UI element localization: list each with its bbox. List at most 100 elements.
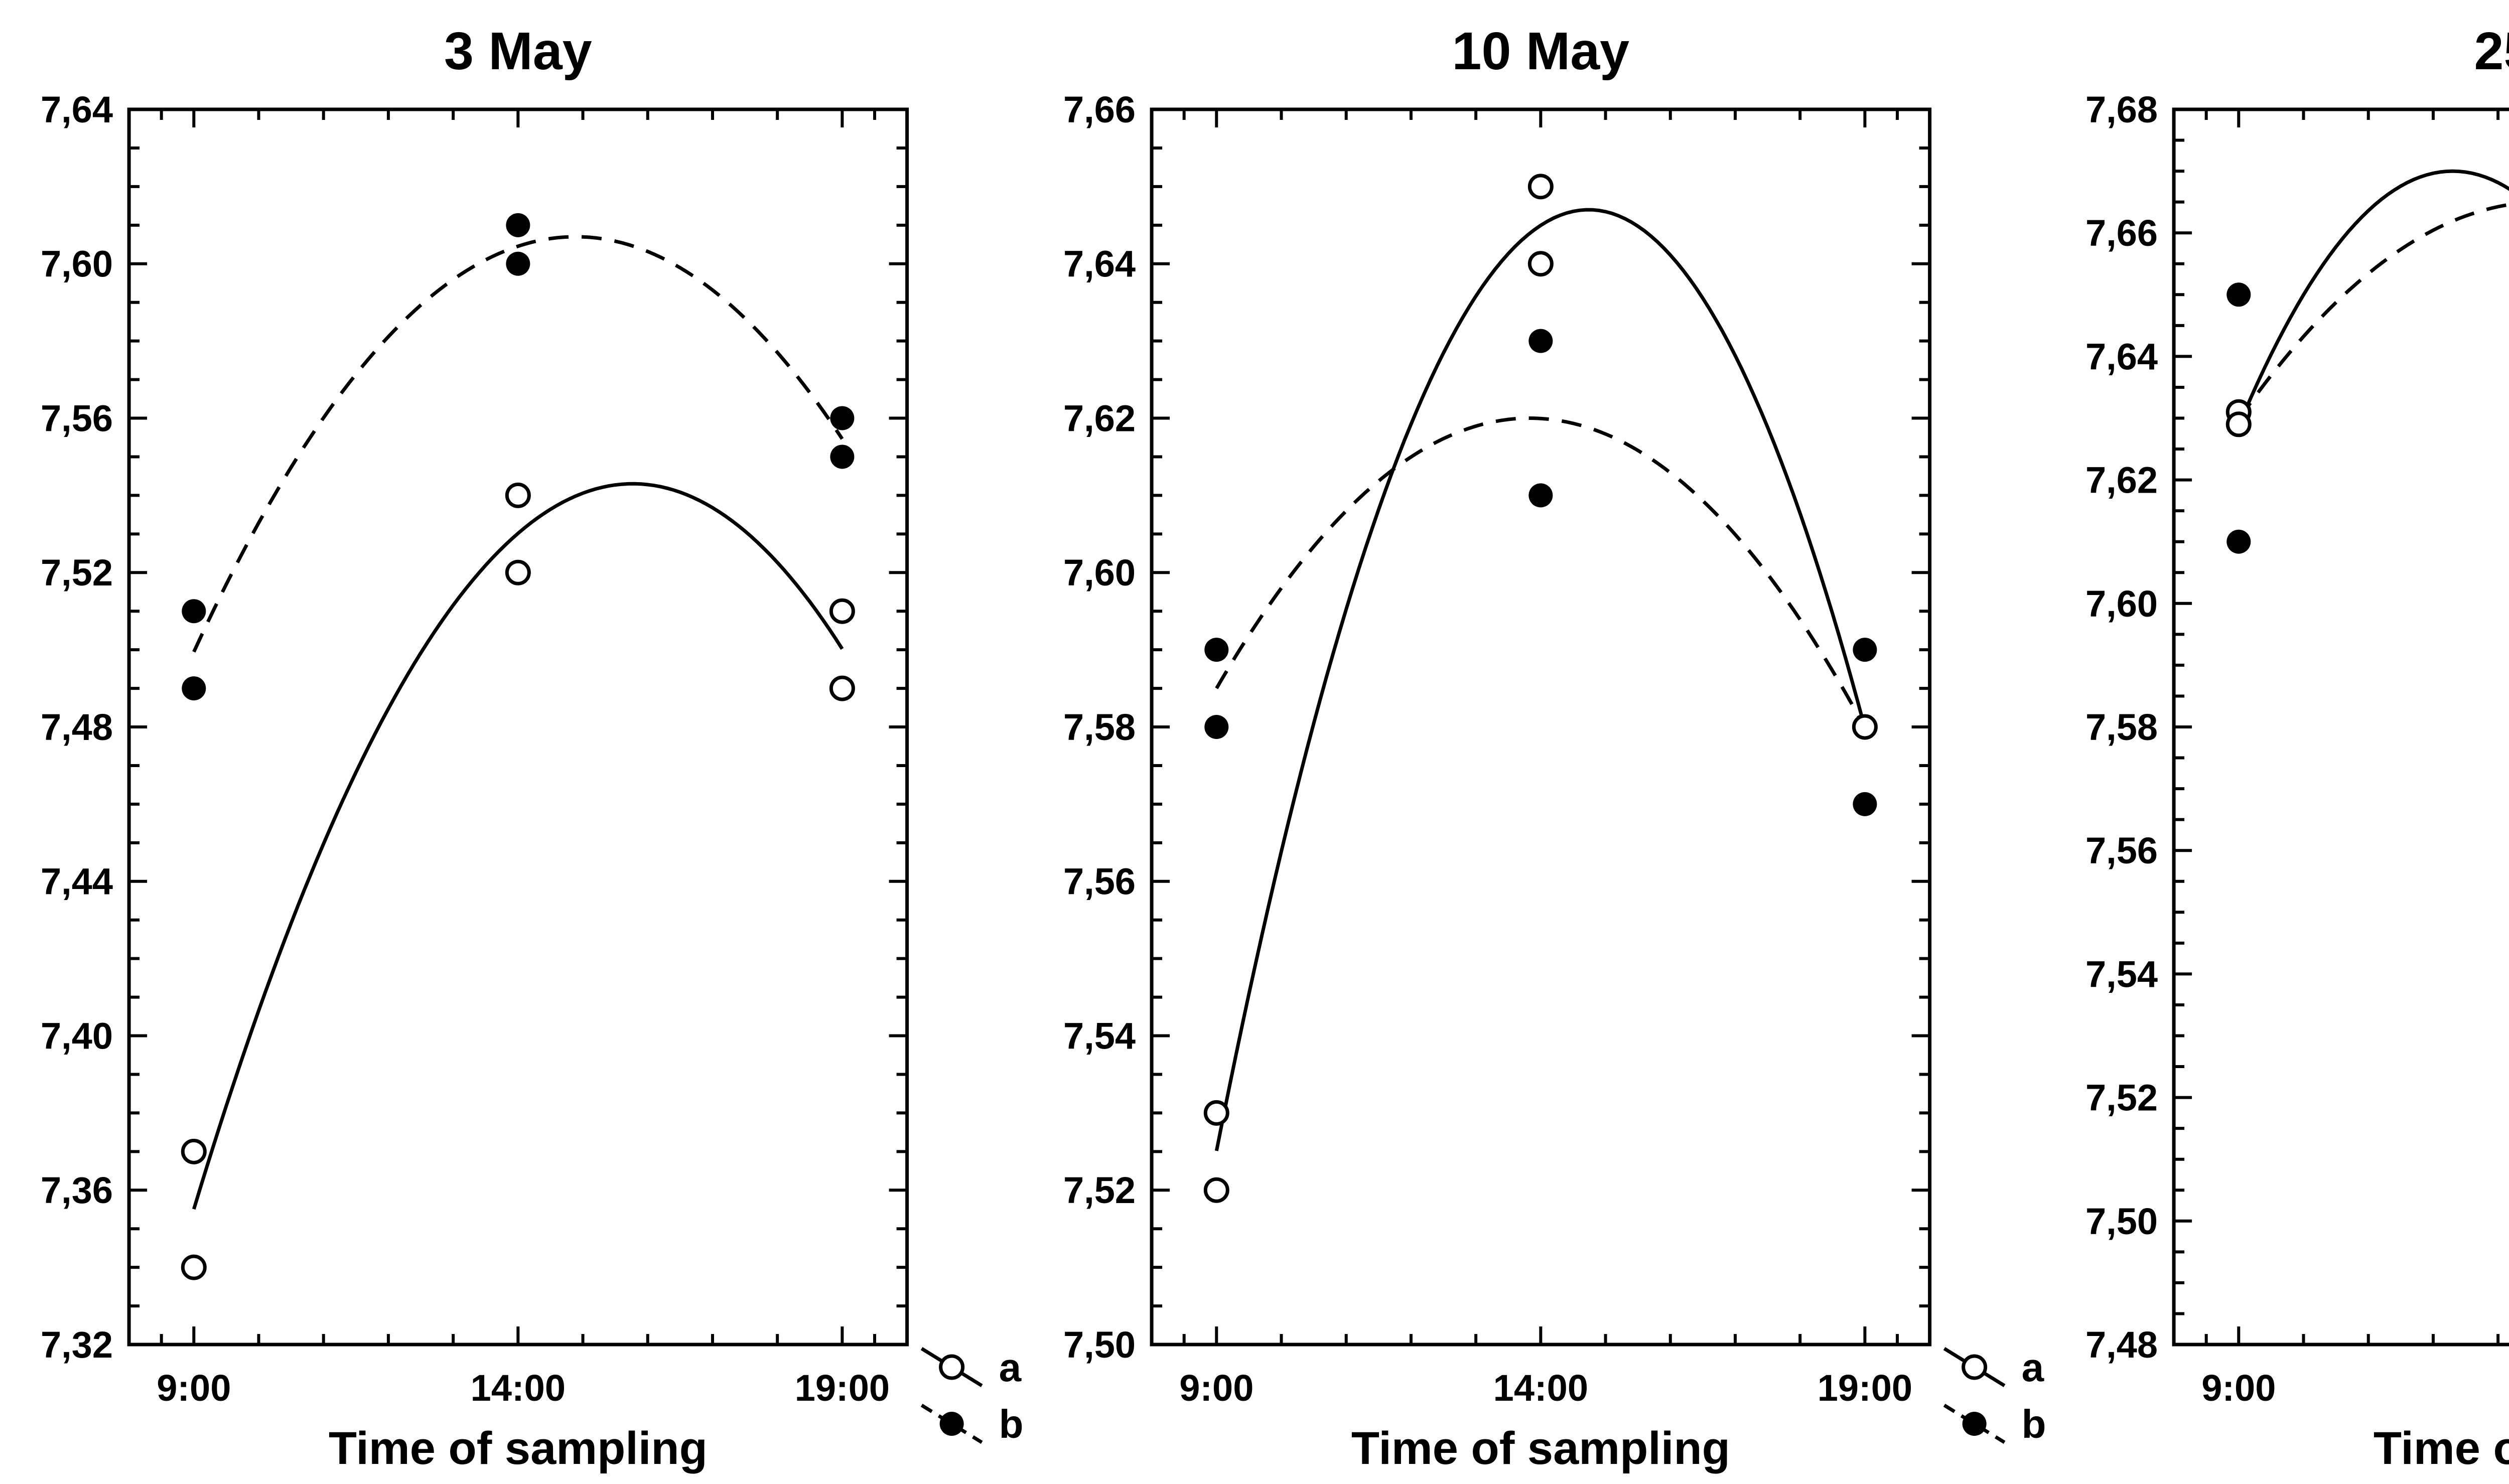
x-axis-label: Time of sampling [1351, 1423, 1730, 1474]
series-a-points [181, 482, 855, 1280]
data-point-open-circle [1852, 714, 1878, 740]
data-point-filled-circle [506, 251, 530, 276]
x-tick-label: 9:00 [157, 1367, 231, 1409]
data-point-filled-circle [1853, 792, 1877, 816]
data-point-filled-circle [506, 213, 530, 237]
x-axis-label: Time of sampling [329, 1423, 708, 1474]
y-tick-label: 7,66 [1063, 89, 1136, 130]
legend-line-dashed [1943, 1404, 2006, 1444]
data-point-filled-circle [1204, 715, 1228, 739]
plot-25-may: 25 May 7,68 7,66 7,64 7,62 7,60 7,58 7,56 7,54 7,… [2085, 22, 2509, 1474]
y-tick-label: 7,32 [41, 1324, 113, 1366]
fit-curve-a [1214, 208, 1867, 1151]
legend-open-circle-icon [1961, 1354, 1987, 1380]
data-point-open-circle [1203, 1177, 1229, 1203]
legend-label: b [2021, 1402, 2046, 1446]
fit-curve-b [192, 235, 844, 653]
y-tick-label: 7,60 [41, 243, 113, 285]
axis-ticks [129, 108, 907, 1346]
fit-curve-a [2237, 169, 2509, 427]
y-tick-label: 7,40 [41, 1015, 113, 1057]
y-tick-label: 7,44 [41, 861, 113, 903]
y-tick-label: 7,64 [2085, 336, 2158, 377]
y-tick-label: 7,36 [41, 1169, 113, 1211]
data-point-filled-circle [1204, 638, 1228, 662]
data-point-filled-circle [1528, 483, 1553, 508]
y-tick-label: 7,54 [1063, 1015, 1136, 1057]
legend-open-circle-icon [939, 1354, 965, 1380]
panel-title: 25 May [2474, 22, 2509, 81]
data-point-filled-circle [2226, 529, 2251, 554]
y-tick-label: 7,56 [41, 398, 113, 439]
data-point-open-circle [1203, 1100, 1229, 1126]
series-b-points [182, 213, 855, 701]
y-tick-label: 7,62 [2085, 460, 2158, 501]
legend-label: a [2021, 1345, 2044, 1390]
legend-label: a [999, 1345, 1022, 1390]
chart-panel-3-may: 3 May 7,64 7,60 7,56 7,52 7,48 7,44 7,40 7,36 7,3… [0, 0, 1024, 1484]
chart-panel-25-may: 25 May 7,68 7,66 7,64 7,62 7,60 7,58 7,56 7,54 7,… [2045, 0, 2509, 1484]
y-tick-label: 7,58 [1063, 706, 1136, 748]
series-b-points [1204, 329, 1877, 816]
y-tick-label: 7,56 [1063, 861, 1136, 903]
data-point-filled-circle [2226, 282, 2251, 307]
y-tick-label: 7,50 [2085, 1201, 2158, 1242]
data-point-open-circle [2226, 411, 2252, 437]
y-tick-label: 7,60 [1063, 552, 1136, 593]
y-tick-label: 7,64 [41, 89, 113, 130]
legend-label: b [999, 1402, 1024, 1446]
data-point-open-circle [181, 1254, 207, 1280]
panel-title: 10 May [1452, 22, 1629, 81]
fit-curve-b [1214, 416, 1867, 729]
data-point-filled-circle [830, 444, 855, 469]
x-tick-label: 19:00 [1817, 1367, 1912, 1409]
y-tick-label: 7,58 [2085, 706, 2158, 748]
y-tick-label: 7,56 [2085, 830, 2158, 871]
plot-10-may: 10 May 7,66 7,64 7,62 7,60 7,58 7,56 7,54 7,52 7,… [1063, 22, 2046, 1474]
y-tick-label: 7,48 [41, 706, 113, 748]
data-point-open-circle [1527, 251, 1554, 277]
panel-title: 3 May [444, 22, 592, 81]
plot-box [1150, 107, 1931, 1347]
series-a-points [1203, 174, 1878, 1203]
data-point-open-circle [829, 598, 855, 624]
x-tick-label: 9:00 [2202, 1367, 2276, 1409]
x-tick-label: 9:00 [1179, 1367, 1253, 1409]
data-point-filled-circle [182, 599, 206, 624]
axis-ticks [1151, 108, 1930, 1346]
plot-box [127, 107, 909, 1347]
y-tick-label: 7,60 [2085, 583, 2158, 625]
data-point-open-circle [829, 675, 855, 701]
y-tick-label: 7,52 [2085, 1077, 2158, 1119]
y-tick-label: 7,64 [1063, 243, 1136, 285]
plot-3-may: 3 May 7,64 7,60 7,56 7,52 7,48 7,44 7,40 7,36 7,3… [41, 22, 1024, 1474]
data-point-filled-circle [182, 676, 206, 701]
legend-filled-circle-icon [939, 1412, 964, 1436]
y-tick-label: 7,52 [1063, 1169, 1136, 1211]
data-point-open-circle [505, 482, 531, 508]
y-tick-label: 7,54 [2085, 953, 2158, 995]
series-b-points [2226, 282, 2251, 554]
fit-curve-a [192, 482, 844, 1210]
x-axis-label: Time of sampling [2374, 1423, 2509, 1474]
y-tick-label: 7,68 [2085, 89, 2158, 130]
plot-box [2172, 107, 2509, 1347]
data-point-filled-circle [1528, 329, 1553, 353]
data-point-open-circle [181, 1138, 207, 1164]
chart-panel-10-may: 10 May 7,66 7,64 7,62 7,60 7,58 7,56 7,54 7,52 7,… [1023, 0, 2046, 1484]
series-a-points [2226, 399, 2252, 437]
data-point-filled-circle [1853, 638, 1877, 662]
y-tick-label: 7,50 [1063, 1324, 1136, 1366]
y-tick-label: 7,52 [41, 552, 113, 593]
data-point-filled-circle [830, 406, 855, 430]
legend-line-dashed [920, 1404, 983, 1444]
x-tick-label: 19:00 [795, 1367, 890, 1409]
data-point-open-circle [1527, 174, 1554, 200]
x-tick-label: 14:00 [1493, 1367, 1588, 1409]
y-tick-label: 7,48 [2085, 1324, 2158, 1366]
axis-ticks [2174, 108, 2500, 1346]
y-tick-label: 7,66 [2085, 212, 2158, 254]
data-point-open-circle [505, 559, 531, 585]
legend: ab [920, 1345, 1024, 1446]
